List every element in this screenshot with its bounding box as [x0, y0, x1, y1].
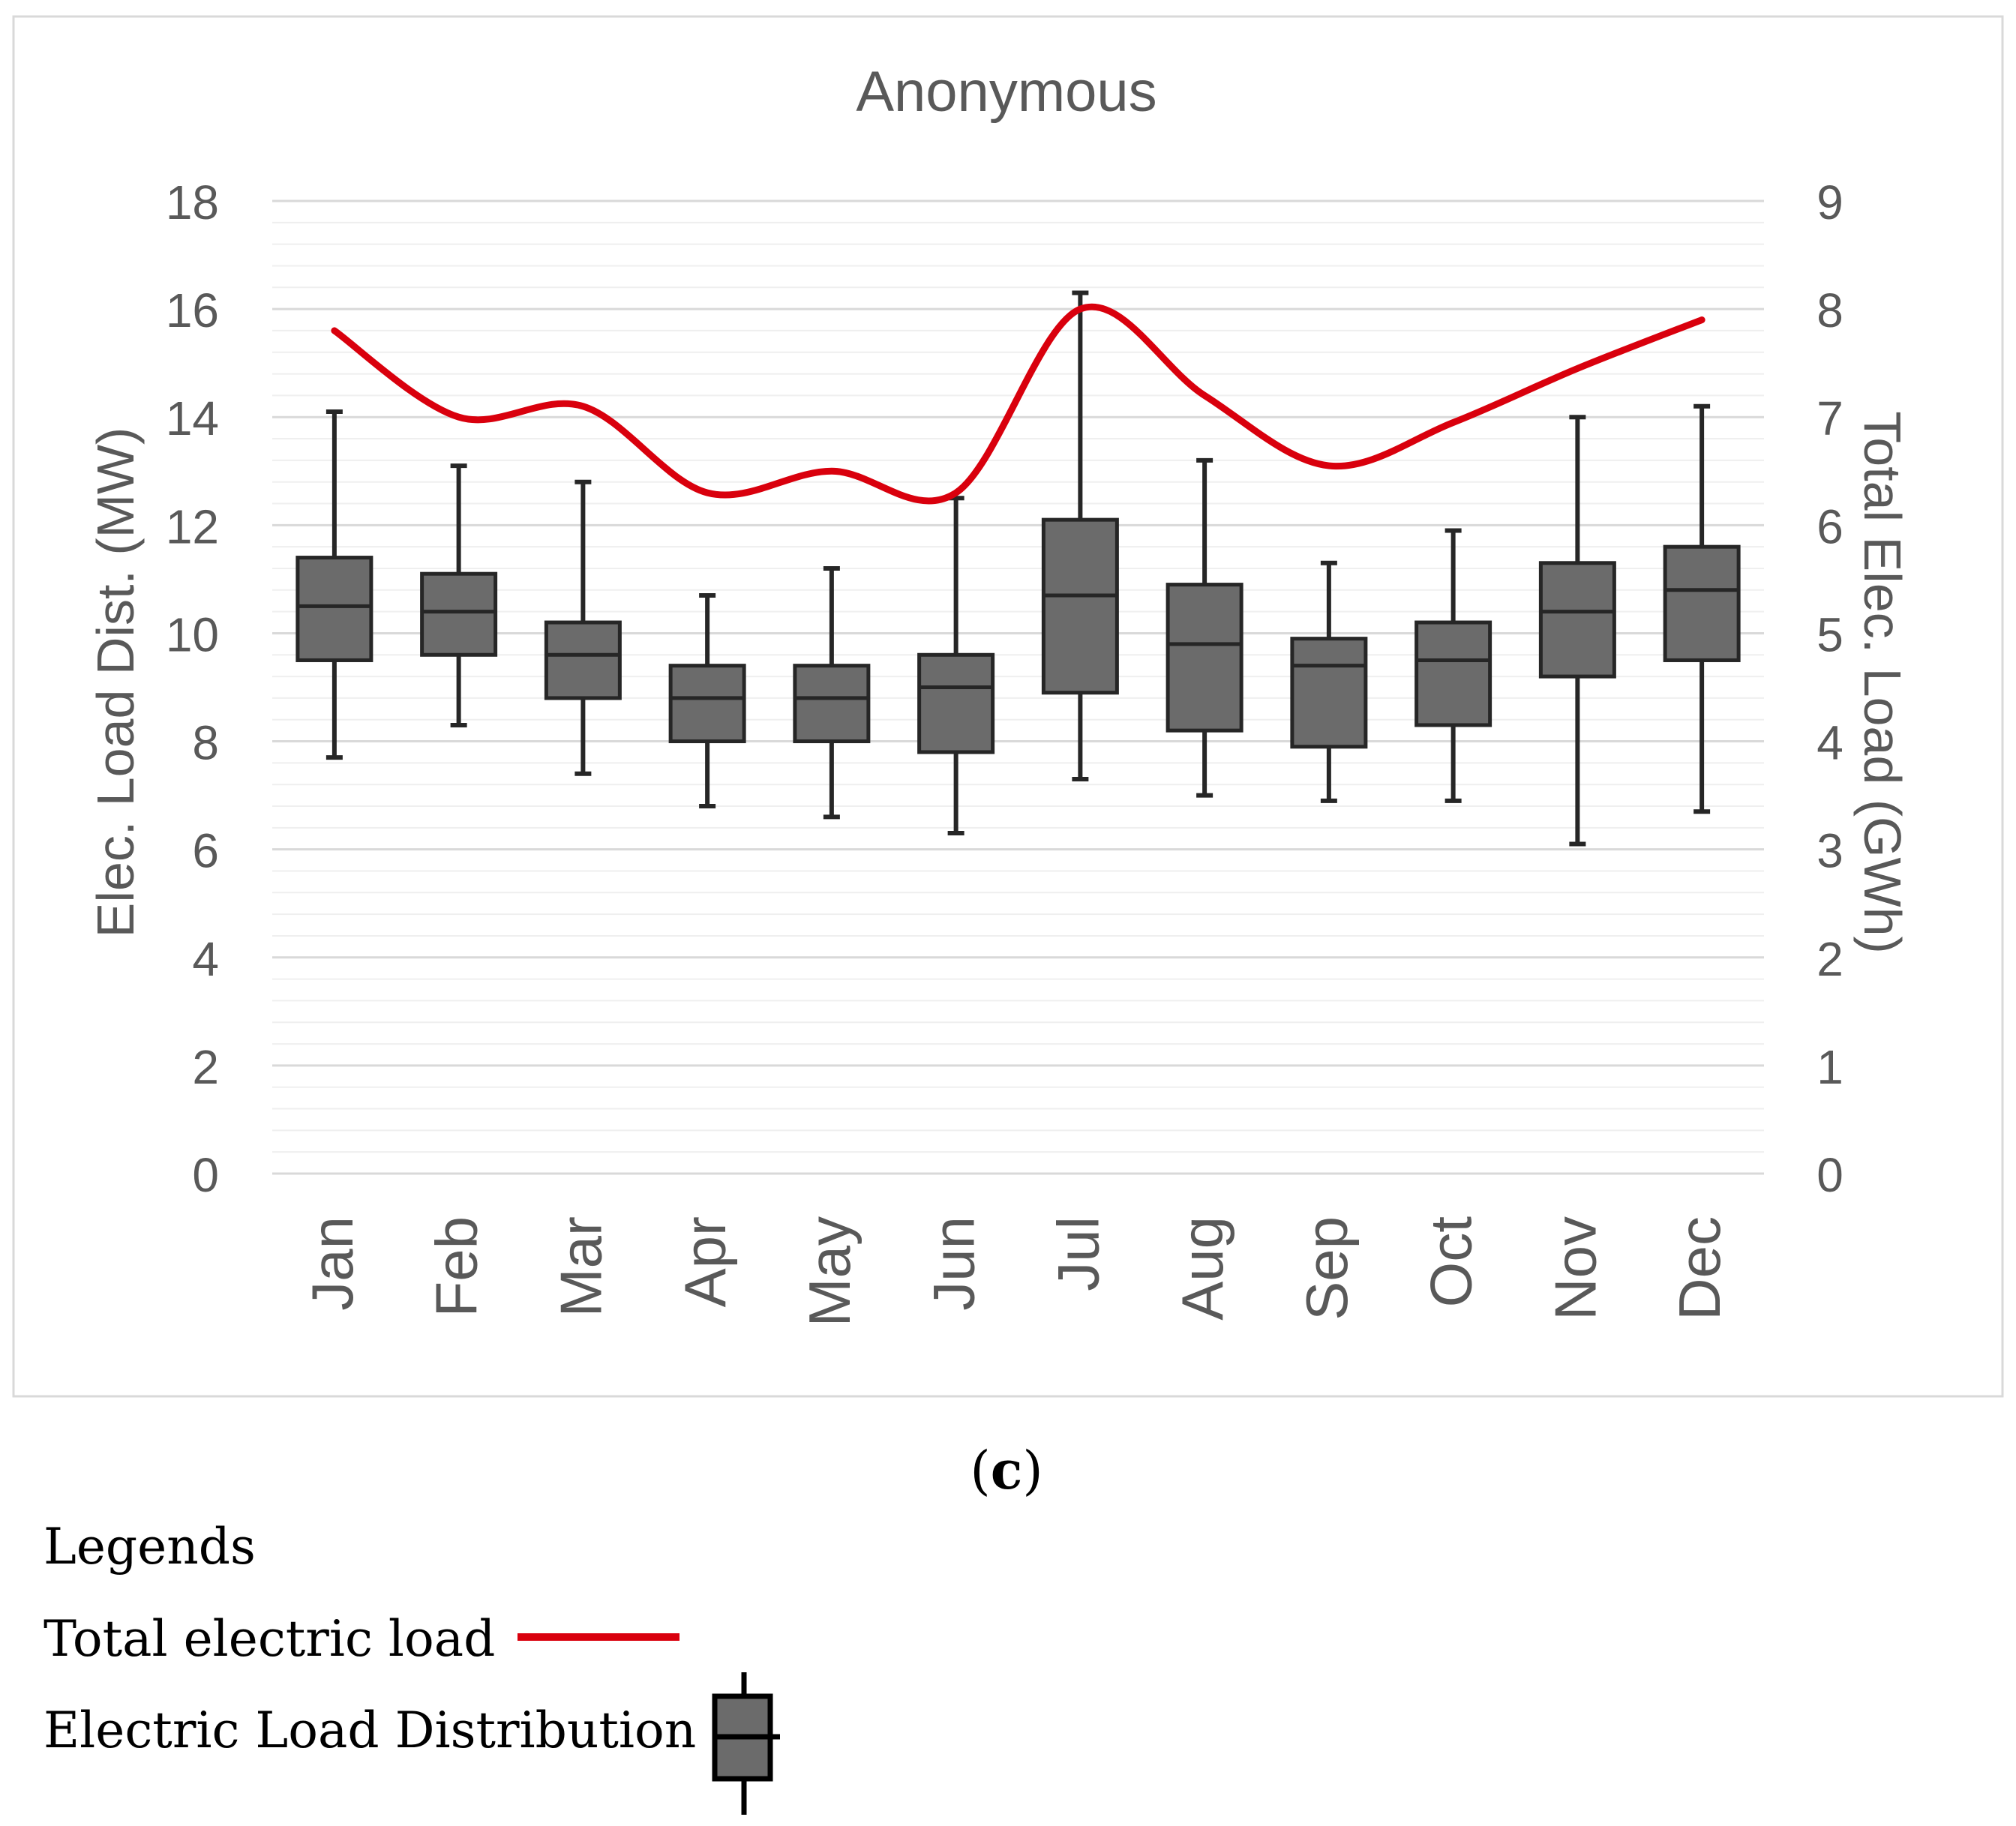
y-tick-left-label: 2	[192, 1040, 219, 1094]
box-dec	[1663, 403, 1741, 814]
x-tick-label: Apr	[672, 1216, 738, 1307]
y-tick-right-label: 6	[1816, 499, 1844, 553]
box-iqr	[1414, 620, 1492, 727]
legend: Legends Total electric load Electric Loa…	[44, 1518, 780, 1815]
x-tick-label: Mar	[548, 1216, 614, 1317]
box-aug	[1166, 457, 1244, 798]
x-tick-label: Jun	[921, 1216, 987, 1311]
legend-label-electric-load-distribution: Electric Load Distribution	[44, 1702, 696, 1759]
x-tick-label: Jul	[1045, 1216, 1111, 1291]
y-tick-left-label: 12	[166, 499, 219, 553]
box-iqr	[1166, 583, 1244, 733]
box-apr	[668, 593, 746, 809]
box-mar	[544, 479, 622, 776]
box-iqr	[544, 620, 622, 700]
y-tick-left-label: 0	[192, 1148, 219, 1202]
x-tick-label: Feb	[424, 1216, 490, 1317]
x-tick-label: Dec	[1666, 1216, 1732, 1321]
box-jan	[296, 409, 374, 760]
y-tick-left-label: 8	[192, 716, 219, 770]
y-tick-right-label: 1	[1816, 1040, 1844, 1094]
x-tick-label: Nov	[1542, 1216, 1608, 1321]
box-series	[296, 290, 1741, 847]
y-axis-left-ticks: 0 2 4 6 8 10 12 14 16 18	[166, 175, 219, 1202]
panel-label: (c)	[970, 1439, 1042, 1501]
chart-title: Anonymous	[856, 60, 1156, 124]
box-nov	[1538, 415, 1616, 847]
y-axis-right-ticks: 0 1 2 3 4 5 6 7 8 9	[1816, 175, 1844, 1202]
box-jul	[1041, 290, 1119, 781]
y-tick-left-label: 6	[192, 824, 219, 878]
major-grid	[272, 199, 1764, 1175]
box-iqr	[793, 664, 871, 744]
total-electric-load-line	[331, 303, 1706, 505]
y-tick-right-label: 9	[1816, 175, 1844, 229]
box-iqr	[917, 652, 995, 754]
box-jun	[917, 496, 995, 836]
box-iqr	[1538, 561, 1616, 679]
y-tick-left-label: 10	[166, 607, 219, 661]
y-tick-right-label: 5	[1816, 607, 1844, 661]
y-axis-right-label: Total Elec. Load (GWh)	[1853, 411, 1912, 954]
y-tick-left-label: 14	[166, 391, 219, 445]
box-feb	[420, 463, 498, 727]
x-axis-ticks: Jan Feb Mar Apr May Jun Jul Aug Sep Oct Nov Dec	[299, 1216, 1732, 1327]
box-iqr	[296, 556, 374, 662]
box-may	[793, 565, 871, 820]
y-tick-right-label: 0	[1816, 1148, 1844, 1202]
y-tick-left-label: 16	[166, 283, 219, 337]
box-sep	[1290, 560, 1368, 803]
y-tick-right-label: 4	[1816, 716, 1844, 770]
y-tick-right-label: 3	[1816, 824, 1844, 878]
x-tick-label: Jan	[299, 1216, 365, 1311]
box-iqr	[668, 664, 746, 744]
x-tick-label: Oct	[1418, 1216, 1484, 1308]
box-oct	[1414, 528, 1492, 803]
y-tick-right-label: 8	[1816, 283, 1844, 337]
legend-label-total-electric-load: Total electric load	[44, 1610, 495, 1668]
box-iqr	[420, 571, 498, 657]
box-iqr	[1041, 517, 1119, 695]
x-tick-label: Aug	[1169, 1216, 1235, 1321]
x-tick-label: Sep	[1294, 1216, 1360, 1321]
legend-heading: Legends	[44, 1518, 256, 1576]
y-axis-left-label: Elec. Load Dist. (MW)	[86, 427, 145, 938]
y-tick-left-label: 4	[192, 932, 219, 986]
y-tick-left-label: 18	[166, 175, 219, 229]
box-iqr	[1290, 637, 1368, 749]
chart-frame	[12, 15, 2004, 1398]
legend-swatch-box	[712, 1672, 780, 1815]
y-tick-right-label: 2	[1816, 932, 1844, 986]
x-tick-label: May	[796, 1216, 862, 1327]
y-tick-right-label: 7	[1816, 391, 1844, 445]
box-iqr	[1663, 544, 1741, 662]
